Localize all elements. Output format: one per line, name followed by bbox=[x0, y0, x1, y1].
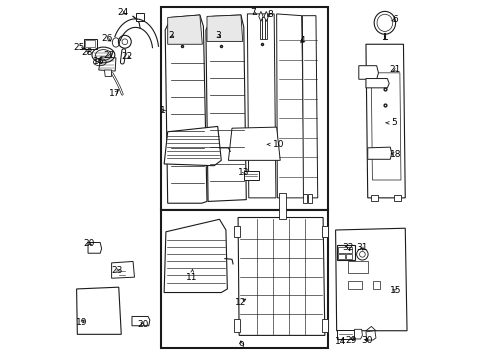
Bar bbox=[370, 195, 378, 202]
Polygon shape bbox=[365, 78, 388, 88]
Bar bbox=[264, 18, 267, 39]
Polygon shape bbox=[164, 126, 221, 166]
Text: 20: 20 bbox=[137, 320, 148, 329]
Polygon shape bbox=[238, 217, 324, 336]
Bar bbox=[279, 193, 285, 219]
Polygon shape bbox=[354, 329, 362, 339]
Polygon shape bbox=[264, 12, 268, 21]
Bar bbox=[302, 194, 306, 203]
Polygon shape bbox=[167, 15, 202, 44]
Polygon shape bbox=[99, 57, 116, 71]
Text: 11: 11 bbox=[185, 269, 197, 282]
Bar bbox=[262, 18, 264, 39]
Text: 7: 7 bbox=[250, 8, 256, 17]
Polygon shape bbox=[247, 14, 275, 198]
Text: 3: 3 bbox=[214, 31, 220, 40]
Text: 10: 10 bbox=[266, 140, 284, 149]
Text: 4: 4 bbox=[299, 36, 305, 45]
Bar bbox=[372, 281, 379, 289]
Polygon shape bbox=[206, 15, 242, 41]
Text: 6: 6 bbox=[391, 15, 397, 24]
Polygon shape bbox=[88, 243, 102, 253]
Polygon shape bbox=[164, 219, 227, 293]
Text: 9: 9 bbox=[238, 341, 244, 350]
Polygon shape bbox=[276, 14, 304, 198]
Polygon shape bbox=[370, 73, 400, 180]
Bar bbox=[337, 253, 344, 259]
Polygon shape bbox=[367, 147, 391, 159]
Text: 18: 18 bbox=[389, 150, 400, 159]
Polygon shape bbox=[365, 44, 405, 198]
Text: 30: 30 bbox=[360, 336, 372, 345]
Text: 25: 25 bbox=[74, 43, 85, 52]
Text: 15: 15 bbox=[389, 286, 400, 295]
Text: 1: 1 bbox=[159, 106, 165, 115]
Text: 28: 28 bbox=[81, 48, 93, 57]
Bar bbox=[135, 13, 144, 21]
Text: 23: 23 bbox=[111, 266, 122, 275]
Polygon shape bbox=[165, 15, 206, 203]
Polygon shape bbox=[358, 66, 378, 79]
Bar bbox=[336, 330, 353, 339]
Polygon shape bbox=[104, 70, 111, 76]
Bar bbox=[322, 319, 327, 332]
Text: 31: 31 bbox=[355, 243, 366, 252]
Bar bbox=[244, 171, 258, 180]
Text: 21: 21 bbox=[389, 66, 400, 75]
Text: 29: 29 bbox=[345, 336, 356, 345]
Bar bbox=[259, 18, 261, 39]
Bar bbox=[234, 319, 240, 332]
Bar bbox=[345, 253, 352, 259]
Polygon shape bbox=[335, 228, 406, 331]
Text: 12: 12 bbox=[235, 298, 246, 307]
Bar bbox=[234, 226, 240, 237]
Text: 2: 2 bbox=[168, 31, 174, 40]
Text: 20: 20 bbox=[83, 239, 95, 248]
Text: 19: 19 bbox=[76, 318, 87, 327]
Text: 32: 32 bbox=[342, 243, 353, 252]
Polygon shape bbox=[228, 127, 280, 160]
Bar bbox=[336, 246, 354, 260]
Text: 27: 27 bbox=[103, 51, 115, 60]
Text: 5: 5 bbox=[385, 118, 397, 127]
Bar bbox=[85, 40, 95, 47]
Text: 16: 16 bbox=[93, 57, 104, 66]
Bar bbox=[347, 261, 367, 273]
Polygon shape bbox=[365, 331, 375, 340]
Polygon shape bbox=[77, 287, 121, 334]
Bar bbox=[347, 281, 361, 289]
Text: 24: 24 bbox=[117, 8, 128, 17]
Text: 26: 26 bbox=[101, 35, 112, 44]
Text: 13: 13 bbox=[238, 168, 249, 177]
Polygon shape bbox=[302, 16, 317, 198]
Polygon shape bbox=[132, 316, 149, 326]
Bar bbox=[160, 210, 328, 348]
Text: 8: 8 bbox=[267, 10, 272, 19]
Bar bbox=[83, 39, 97, 49]
Polygon shape bbox=[258, 12, 263, 21]
Bar bbox=[322, 226, 327, 237]
Text: 14: 14 bbox=[335, 337, 346, 346]
Bar bbox=[307, 194, 312, 203]
Bar bbox=[160, 7, 328, 210]
Text: 17: 17 bbox=[109, 89, 121, 98]
Polygon shape bbox=[205, 15, 246, 202]
Polygon shape bbox=[111, 261, 134, 278]
Text: 22: 22 bbox=[122, 52, 133, 61]
Bar bbox=[337, 247, 352, 252]
Bar bbox=[393, 195, 400, 202]
